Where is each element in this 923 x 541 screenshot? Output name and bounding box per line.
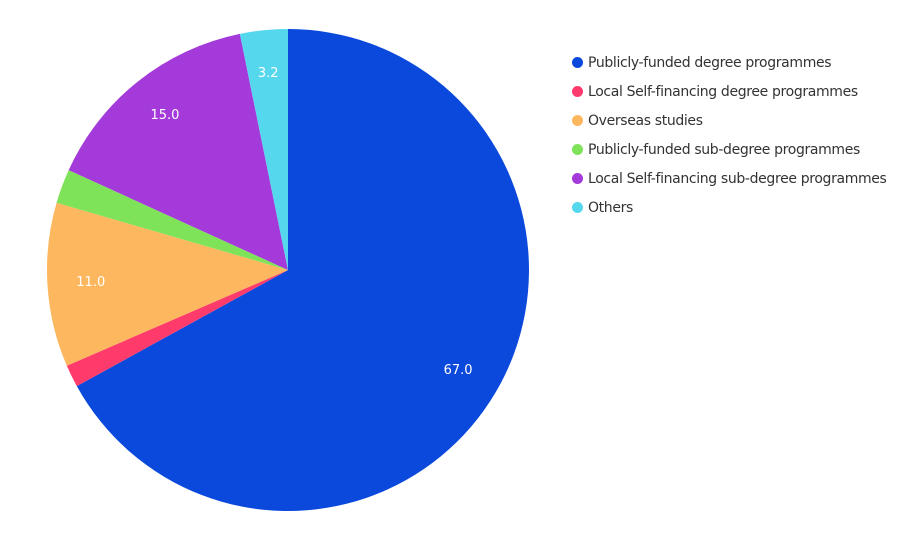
slice-labels: 67.0 11.0 15.0 3.2 — [76, 66, 472, 378]
legend-marker-icon — [572, 173, 583, 184]
data-label-others: 3.2 — [258, 66, 279, 81]
pie-chart: 67.0 11.0 15.0 3.2 — [46, 29, 529, 511]
pie-slice-overseas-studies[interactable] — [46, 202, 288, 366]
data-label-overseas-studies: 11.0 — [76, 275, 105, 290]
legend-marker-icon — [572, 57, 583, 68]
legend-item-publicly-funded-sub-degree-programmes[interactable]: Publicly-funded sub-degree programmes — [572, 135, 887, 164]
legend-item-others[interactable]: Others — [572, 193, 887, 222]
legend-label: Others — [588, 199, 633, 216]
legend-label: Local Self-financing sub-degree programm… — [588, 170, 887, 187]
pie-slice-publicly-funded-degree-programmes[interactable] — [76, 29, 529, 511]
legend-marker-icon — [572, 86, 583, 97]
legend: Publicly-funded degree programmes Local S… — [572, 48, 887, 222]
pie-slice-publicly-funded-sub-degree-programmes[interactable] — [56, 170, 289, 270]
data-label-publicly-funded-degree-programmes: 67.0 — [444, 363, 473, 378]
legend-marker-icon — [572, 115, 583, 126]
data-label-local-self-financing-sub-degree-programmes: 15.0 — [150, 108, 179, 123]
legend-item-local-self-financing-sub-degree-programmes[interactable]: Local Self-financing sub-degree programm… — [572, 164, 887, 193]
pie-slice-local-self-financing-sub-degree-programmes[interactable] — [68, 33, 288, 270]
legend-marker-icon — [572, 144, 583, 155]
legend-label: Overseas studies — [588, 112, 703, 129]
legend-item-local-self-financing-degree-programmes[interactable]: Local Self-financing degree programmes — [572, 77, 887, 106]
legend-marker-icon — [572, 202, 583, 213]
legend-label: Local Self-financing degree programmes — [588, 83, 858, 100]
legend-label: Publicly-funded degree programmes — [588, 54, 832, 71]
pie-slice-others[interactable] — [239, 29, 288, 270]
legend-label: Publicly-funded sub-degree programmes — [588, 141, 860, 158]
legend-item-publicly-funded-degree-programmes[interactable]: Publicly-funded degree programmes — [572, 48, 887, 77]
legend-item-overseas-studies[interactable]: Overseas studies — [572, 106, 887, 135]
pie-slices — [46, 29, 529, 511]
pie-slice-local-self-financing-degree-programmes[interactable] — [66, 270, 288, 387]
